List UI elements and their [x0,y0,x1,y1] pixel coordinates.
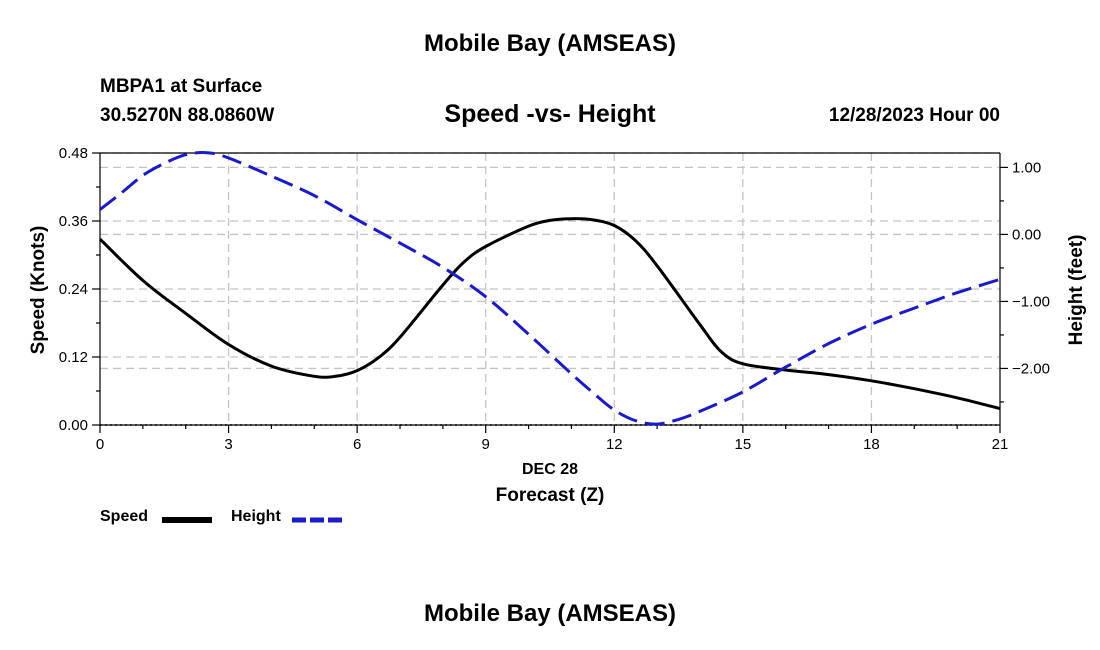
axes [92,152,1008,433]
y-axis-left-label: Speed (Knots) [28,226,49,355]
y-left-tick-label: 0.24 [59,281,88,298]
bottom-title: Mobile Bay (AMSEAS) [423,600,677,627]
y-right-tick-label: 0.00 [1012,226,1041,243]
legend-label-height: Height [231,508,281,525]
series-line-height [99,151,1001,426]
y-left-tick-label: 0.36 [59,213,88,230]
y-left-tick-label: 0.48 [59,145,88,162]
x-sublabel: DEC 28 [522,461,578,478]
x-axis-label: Forecast (Z) [496,485,605,506]
y-right-tick-label: 1.00 [1012,159,1041,176]
coordinates-label: 30.5270N 88.0860W [100,105,275,126]
y-right-tick-label: −1.00 [1012,293,1050,310]
series-line-speed [98,217,1001,411]
x-tick-label: 21 [992,436,1009,453]
y-right-tick-label: −2.00 [1012,360,1050,377]
grid-lines [100,152,1000,426]
x-tick-label: 6 [353,436,361,453]
x-tick-label: 18 [863,436,880,453]
legend-label-speed: Speed [100,508,149,525]
station-label: MBPA1 at Surface [100,76,263,97]
x-tick-label: 3 [224,436,232,453]
legend-swatch-speed [162,517,212,523]
chart-title: Speed -vs- Height [444,100,656,128]
top-title: Mobile Bay (AMSEAS) [423,30,677,57]
forecast-datetime: 12/28/2023 Hour 00 [828,105,1000,126]
series-lines [98,151,1001,426]
x-tick-label: 9 [482,436,490,453]
y-left-tick-label: 0.00 [59,417,88,434]
legend-swatch-height [292,517,342,523]
y-left-tick-label: 0.12 [59,349,88,366]
tick-labels: 0 3 6 9 12 15 18 21 0.00 0.12 0.24 0.36 0.48 −2.00 −1.… [59,145,1050,453]
x-tick-label: 12 [606,436,623,453]
x-tick-label: 0 [96,436,104,453]
y-axis-right-label: Height (feet) [1066,235,1087,346]
x-tick-label: 15 [735,436,752,453]
